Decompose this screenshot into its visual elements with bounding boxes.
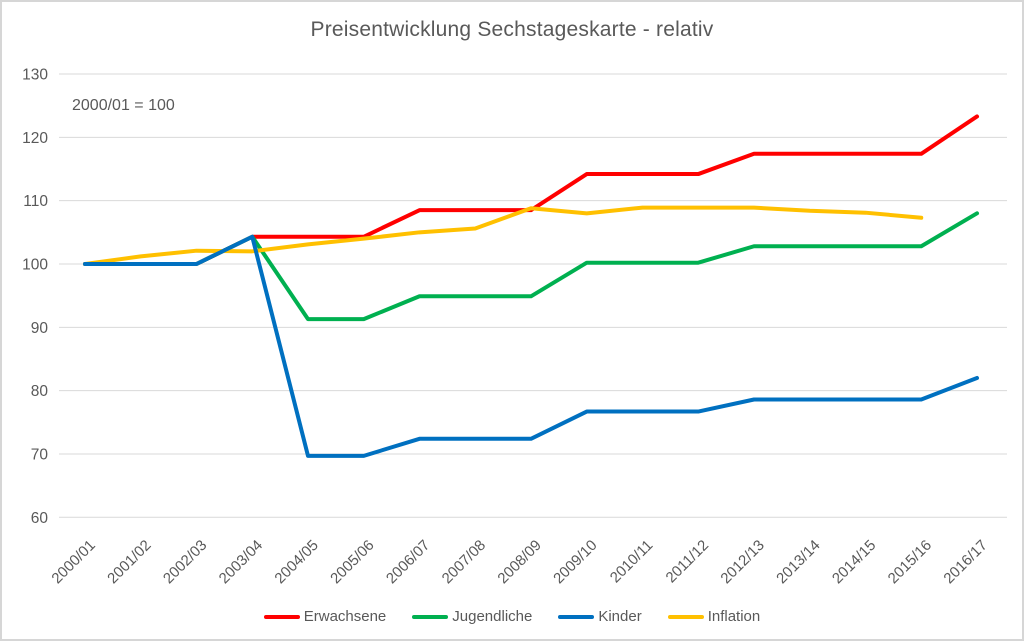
y-axis-tick-label: 110 (23, 193, 48, 210)
x-axis-tick-label: 2006/07 (383, 537, 433, 587)
legend-swatch-erwachsene (263, 614, 300, 619)
x-axis-tick-label: 2004/05 (271, 537, 321, 587)
series-line-erwachsene (83, 114, 979, 266)
y-axis-tick-label: 120 (22, 130, 48, 147)
legend-item-jugendliche: Jugendliche (412, 608, 532, 625)
legend-label-erwachsene: Erwachsene (303, 608, 387, 625)
x-axis-tick-label: 2008/09 (494, 537, 544, 587)
y-axis-tick-label: 90 (31, 320, 49, 337)
x-axis-tick-label: 2000/01 (48, 537, 98, 587)
x-axis-tick-label: 2010/11 (607, 537, 657, 587)
y-axis-tick-label: 130 (22, 67, 48, 84)
x-axis-tick-label: 2013/14 (773, 537, 823, 587)
legend-item-inflation: Inflation (667, 608, 761, 625)
y-axis-tick-label: 80 (31, 383, 49, 400)
x-axis-tick-label: 2011/12 (663, 537, 713, 587)
legend-swatch-jugendliche (412, 614, 449, 619)
series-line-jugendliche (83, 211, 979, 322)
x-axis-tick-label: 2014/15 (829, 537, 879, 587)
chart-title: Preisentwicklung Sechstageskarte - relat… (310, 18, 714, 41)
base-year-annotation: 2000/01 = 100 (72, 97, 175, 114)
x-axis-tick-label: 2009/10 (550, 537, 600, 587)
legend-label-jugendliche: Jugendliche (452, 608, 533, 625)
x-axis-tick-label: 2005/06 (327, 537, 377, 587)
y-axis-tick-label: 100 (22, 256, 48, 273)
legend-item-kinder: Kinder (558, 608, 642, 625)
y-axis-tick-label: 70 (31, 446, 49, 463)
legend-swatch-inflation (667, 614, 704, 619)
legend-label-kinder: Kinder (598, 608, 642, 625)
legend-swatch-kinder (558, 614, 595, 619)
series-line-kinder (83, 234, 979, 458)
x-axis-tick-label: 2003/04 (216, 537, 266, 587)
legend-item-erwachsene: Erwachsene (263, 608, 387, 625)
x-axis-tick-label: 2002/03 (160, 537, 210, 587)
y-axis-tick-label: 60 (31, 510, 49, 527)
chart-legend: Erwachsene Jugendliche Kinder Inflation (2, 608, 1022, 625)
x-axis-tick-label: 2001/02 (104, 537, 154, 587)
x-axis-tick-label: 2016/17 (940, 537, 990, 587)
legend-label-inflation: Inflation (707, 608, 761, 625)
x-axis-tick-label: 2007/08 (439, 537, 489, 587)
x-axis-tick-label: 2012/13 (717, 537, 767, 587)
x-axis-tick-label: 2015/16 (885, 537, 935, 587)
